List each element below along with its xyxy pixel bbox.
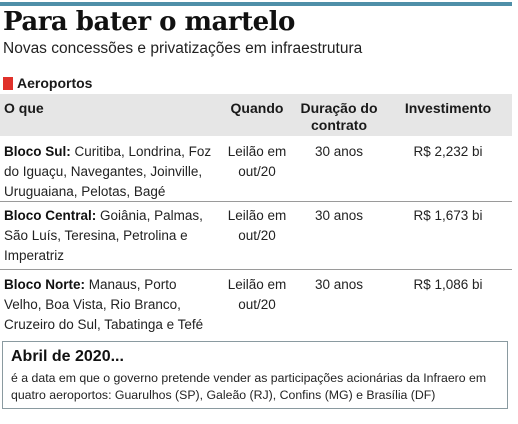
top-rule [0,2,512,6]
block-airports: Goiânia, Palmas, São Luís, Teresina, Pet… [4,208,203,263]
header-what: O que [4,100,44,116]
block-name: Bloco Central: [4,208,97,223]
section-label: Aeroportos [17,75,93,91]
row-divider [0,269,512,270]
row-what: Bloco Sul: Curitiba, Londrina, Foz do Ig… [4,142,216,202]
note-title: Abril de 2020... [11,348,124,365]
note-text: é a data em que o governo pretende vende… [11,371,487,402]
row-when: Leilão em out/20 [227,277,287,312]
row-when: Leilão em out/20 [227,144,287,179]
block-name: Bloco Sul: [4,144,71,159]
row-duration: 30 anos [314,144,364,159]
row-duration: 30 anos [314,277,364,292]
section-heading: Aeroportos [3,75,92,91]
row-investment: R$ 1,086 bi [413,277,483,292]
page-title: Para bater o martelo [3,7,295,37]
row-investment: R$ 2,232 bi [413,144,483,159]
block-airports: Curitiba, Londrina, Foz do Iguaçu, Naveg… [4,144,212,199]
block-airports: Manaus, Porto Velho, Boa Vista, Rio Bran… [4,277,204,332]
row-duration: 30 anos [314,208,364,223]
section-marker [3,76,13,90]
row-divider [0,201,512,202]
header-investment: Investimento [404,100,492,116]
page-subtitle: Novas concessões e privatizações em infr… [3,40,363,57]
header-duration: Duração do contrato [300,100,378,133]
row-what: Bloco Central: Goiânia, Palmas, São Luís… [4,206,216,266]
row-when: Leilão em out/20 [227,208,287,243]
row-what: Bloco Norte: Manaus, Porto Velho, Boa Vi… [4,275,216,335]
row-investment: R$ 1,673 bi [413,208,483,223]
table-header-band [0,94,512,136]
note-box: Abril de 2020... é a data em que o gover… [2,341,508,409]
header-when: Quando [230,100,284,116]
block-name: Bloco Norte: [4,277,85,292]
